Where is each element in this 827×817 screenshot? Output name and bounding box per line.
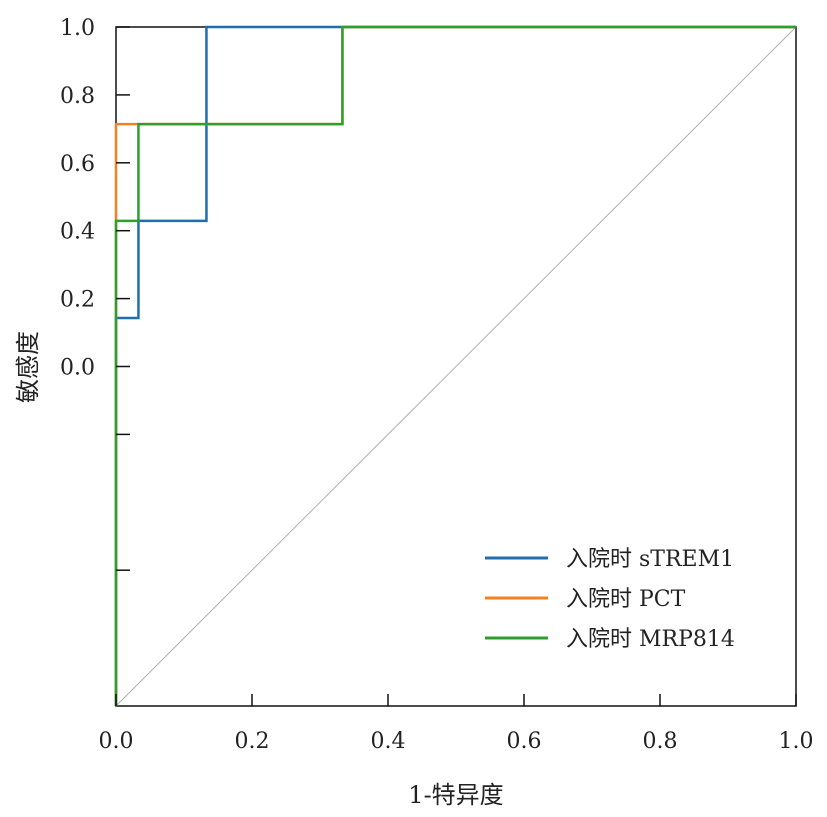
legend-label: 入院时 MRP814 [566, 627, 735, 652]
y-tick-label: 0.2 [60, 288, 95, 313]
axes: 0.0 0.2 0.4 0.6 0.8 1.0 1.0 0.8 0.6 0.4 0.2 0.0 [60, 16, 814, 754]
x-axis-label: 1-特异度 [408, 781, 503, 809]
legend-label: 入院时 sTREM1 [566, 547, 734, 572]
x-tick-label: 0.6 [507, 729, 542, 754]
x-tick-label: 0.2 [235, 729, 270, 754]
y-axis-label: 敏感度 [14, 331, 42, 403]
legend: 入院时 sTREM1 入院时 PCT 入院时 MRP814 [485, 547, 735, 652]
x-tick-label: 0.8 [643, 729, 678, 754]
roc-curve-2 [114, 25, 796, 706]
x-tick-label: 1.0 [779, 729, 814, 754]
plot-marks [114, 25, 797, 707]
y-tick-label: 0.6 [60, 152, 95, 177]
x-tick-label: 0.0 [99, 729, 134, 754]
y-tick-label: 0.8 [60, 84, 95, 109]
x-tick-label: 0.4 [371, 729, 406, 754]
y-tick-label: 1.0 [60, 16, 95, 41]
y-tick-label: 0.0 [60, 356, 95, 381]
reference-diagonal [115, 26, 797, 707]
y-tick-label: 0.4 [60, 220, 95, 245]
legend-label: 入院时 PCT [566, 587, 686, 612]
